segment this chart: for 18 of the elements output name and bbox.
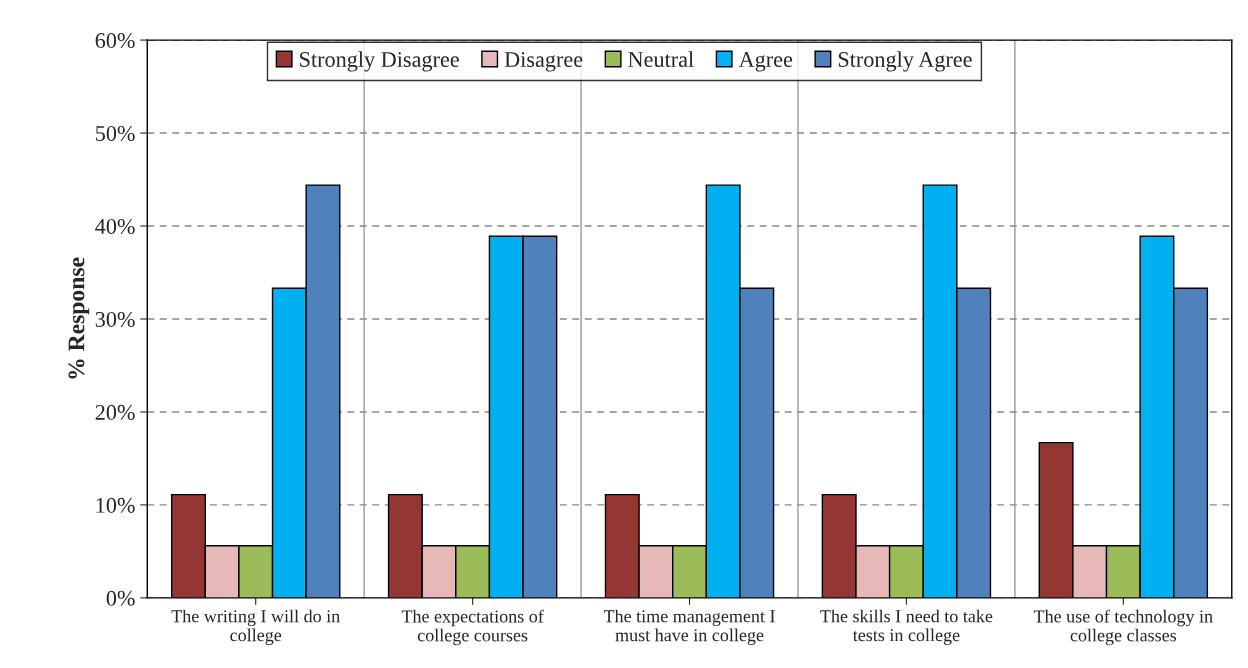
y-tick-label: 20%	[95, 404, 135, 420]
legend-label: Strongly Disagree	[300, 51, 459, 72]
y-tick-label: 0%	[106, 590, 135, 606]
y-axis-title: % Response	[68, 257, 90, 379]
x-tick-label: The use of technology in college classes	[1033, 609, 1213, 646]
legend-label: Agree	[738, 52, 793, 72]
x-tick-label: The writing I will do in college	[171, 609, 340, 646]
x-tick-label: The expectations of college courses	[401, 609, 544, 646]
legend-label: Disagree	[504, 52, 583, 72]
y-tick-label: 40%	[95, 218, 135, 235]
y-tick-label: 10%	[96, 497, 135, 513]
x-tick-label: The time management I must have in college	[603, 609, 775, 646]
legend-label: Strongly Agree	[838, 51, 972, 72]
y-tick-label: 30%	[95, 311, 135, 327]
x-tick-label: The skills I need to take tests in college	[820, 609, 993, 645]
y-tick-label: 60%	[95, 33, 135, 49]
legend-label: Neutral	[628, 51, 694, 67]
y-tick-label: 50%	[96, 125, 135, 142]
